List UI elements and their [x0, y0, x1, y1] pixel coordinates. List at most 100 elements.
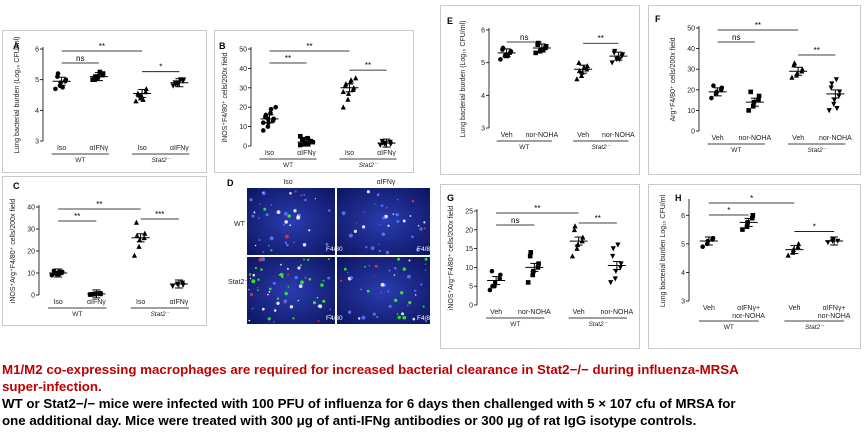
fluorescent-cell: [423, 221, 426, 224]
category-label: Veh: [788, 305, 800, 312]
data-point: [489, 268, 495, 274]
fluorescent-cell: [307, 258, 310, 261]
fluorescent-cell: [284, 220, 288, 224]
data-point: [719, 85, 725, 91]
fluorescent-cell: [286, 267, 289, 270]
y-axis-label: Lung bacterial burden (Log₁₀ CFU/ml): [14, 37, 21, 154]
panel-d-microscopy: D Iso αIFNγ WT Stat2⁻ F4/80 F4/80 F4/80 …: [227, 178, 432, 324]
group-label: WT: [519, 144, 529, 151]
data-point: [55, 71, 61, 76]
y-tick-label: 20: [465, 227, 473, 234]
fluorescent-cell: [380, 204, 384, 208]
data-point: [756, 93, 762, 99]
fluorescent-cell: [393, 274, 396, 276]
category-label: αIFNγ+: [737, 305, 760, 312]
data-point: [785, 252, 791, 258]
panel-letter: B: [219, 41, 226, 51]
fluorescent-cell: [408, 301, 412, 305]
data-point: [748, 89, 753, 95]
data-point: [569, 253, 576, 259]
fluorescent-cell: [316, 297, 319, 299]
fluorescent-cell: [414, 289, 417, 292]
group-label: Stat2⁻: [151, 157, 170, 164]
data-point: [831, 101, 837, 108]
fluorescent-cell: [273, 321, 275, 323]
data-point: [571, 227, 578, 233]
fluorescent-cell: [365, 246, 368, 249]
fluorescent-cell: [303, 258, 305, 261]
data-point: [836, 93, 842, 99]
fluorescent-cell: [268, 244, 270, 247]
panel-e: E 3 4 5 6 Lung bacterial burden (Log₁₀ CFU/ml…: [440, 5, 640, 175]
y-tick-label: 10: [27, 271, 35, 278]
category-label: αIFNγ: [297, 150, 316, 157]
significance-label: **: [595, 214, 601, 223]
category-label: Veh: [490, 309, 502, 316]
data-point: [795, 241, 802, 247]
fluorescent-cell: [317, 304, 321, 308]
y-tick-label: 5: [469, 284, 473, 291]
fluorescent-cell: [366, 190, 370, 194]
significance-label: ns: [732, 33, 740, 42]
panel-d-col-aifng: αIFNγ: [377, 179, 396, 186]
y-tick-label: 25: [465, 209, 473, 216]
group-label: Stat2⁻: [359, 162, 378, 169]
data-point: [525, 280, 531, 285]
data-point: [535, 40, 541, 46]
fluorescent-cell: [378, 249, 381, 253]
y-tick-label: 50: [687, 26, 695, 33]
y-axis-label: Lung bacterial burden Log₁₀ CFU/ml: [660, 194, 667, 307]
y-tick-label: 40: [27, 205, 35, 212]
y-tick-label: 40: [687, 46, 695, 53]
y-tick-label: 3: [481, 126, 485, 133]
fluorescent-cell: [362, 211, 365, 213]
caption-title-line-2: super-infection.: [2, 379, 102, 394]
fluorescent-cell: [423, 227, 426, 230]
data-point: [584, 63, 590, 69]
significance-label: ns: [511, 216, 519, 225]
category-label: nor-NOHA: [819, 135, 852, 142]
significance-label: **: [814, 46, 820, 55]
data-point: [136, 243, 142, 249]
fluorescent-cell: [270, 249, 273, 252]
data-point: [740, 227, 745, 232]
data-point: [298, 142, 303, 148]
fluorescent-cell: [258, 217, 260, 219]
fluorescent-cell: [397, 315, 401, 320]
fluorescent-cell: [312, 301, 317, 305]
fluorescent-cell: [287, 273, 290, 276]
fluorescent-cell: [343, 267, 347, 271]
significance-label: ns: [520, 33, 528, 42]
fluorescent-cell: [276, 210, 281, 214]
fluorescent-cell: [276, 301, 280, 305]
fluorescent-cell: [376, 316, 379, 318]
fluorescent-cell: [411, 200, 415, 203]
data-point: [834, 106, 840, 112]
panel-f-svg: F 0 10 20 30 40 50 Arg⁺F4/80⁺ cells/200x field V…: [655, 14, 852, 154]
fluorescent-cell: [317, 320, 320, 322]
fluorescent-cell: [380, 282, 385, 287]
figure-caption-title: M1/M2 co-expressing macrophages are requ…: [2, 361, 862, 395]
fluorescent-cell: [381, 232, 386, 237]
series-group: [700, 235, 716, 250]
data-point: [609, 60, 615, 66]
fluorescent-cell: [303, 193, 306, 196]
data-point: [833, 77, 839, 83]
panel-d-row-stat2: Stat2⁻: [228, 279, 248, 286]
y-tick-label: 4: [681, 270, 685, 277]
series-group: [574, 59, 590, 82]
y-tick-label: 5: [35, 77, 39, 84]
group-label: Stat2⁻: [588, 321, 607, 328]
fluorescent-cell: [284, 241, 288, 244]
significance-label: ***: [155, 210, 164, 219]
y-tick-label: 50: [239, 47, 247, 54]
caption-body-line-2: one additional day. Mice were treated wi…: [2, 413, 697, 428]
data-point: [828, 85, 834, 91]
panel-g-svg: G 0 5 10 15 20 25 iNOS⁺Arg⁺F4/80⁺ cells/200x fi…: [447, 193, 634, 328]
panel-h: H 3 4 5 6 Lung bacterial burden Log₁₀ CFU/ml V…: [648, 184, 861, 349]
fluorescent-cell: [394, 298, 398, 302]
y-tick-label: 3: [35, 139, 39, 146]
significance-label: ns: [76, 54, 84, 63]
data-point: [791, 60, 798, 66]
panel-letter: E: [447, 16, 453, 26]
